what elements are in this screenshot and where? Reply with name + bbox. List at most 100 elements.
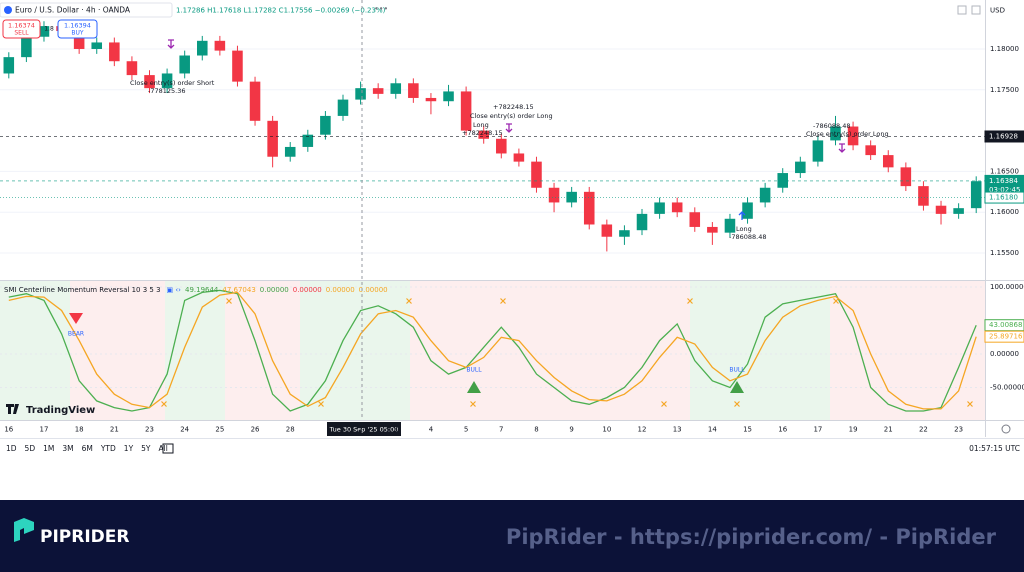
- sell-price: 1.16374: [8, 22, 35, 30]
- indicator-icons: ▣ ‹›: [167, 286, 182, 294]
- bull-zone: [300, 281, 410, 420]
- candle-body: [865, 145, 876, 156]
- spread: 1.8: [44, 26, 54, 33]
- footer-banner: [0, 500, 1024, 572]
- price-tag: [984, 191, 1024, 204]
- indicator-value: 0.00000: [326, 286, 355, 294]
- candle-body: [355, 88, 366, 100]
- price-tag: [984, 130, 1024, 143]
- axis-settings[interactable]: [1001, 424, 1011, 434]
- range-button[interactable]: 1M: [43, 444, 54, 453]
- cross-markers: [161, 298, 973, 407]
- more-button[interactable]: •••: [374, 5, 388, 14]
- candle-body: [496, 138, 507, 154]
- price-tag-label: 1.16928: [989, 132, 1018, 140]
- price-tag-timer: 03:02:45: [989, 186, 1020, 194]
- candle-body: [671, 202, 683, 213]
- bull-signal: [730, 381, 744, 393]
- x-tick-label: 15: [743, 426, 752, 434]
- last-value-label: 43.00868: [989, 321, 1022, 329]
- currency[interactable]: USD: [990, 7, 1005, 15]
- y-tick-label: 0.00000: [990, 350, 1019, 358]
- range-button[interactable]: 5D: [25, 444, 36, 453]
- trade-annotations: Close entry(s) order Short -778125.36 +7…: [130, 39, 889, 241]
- x-tick-label: 16: [4, 426, 13, 434]
- brand-name: PIPRIDER: [40, 527, 129, 547]
- y-tick-label: 100.00000: [990, 283, 1024, 291]
- candle-body: [707, 226, 718, 233]
- cross-marker: [470, 401, 476, 407]
- indicator-value: 0.00000: [359, 286, 388, 294]
- candle-body: [953, 208, 964, 214]
- candle-body: [179, 55, 190, 74]
- candle-body: [284, 146, 296, 157]
- symbol-box[interactable]: [0, 2, 173, 18]
- cross-marker: [318, 401, 324, 407]
- price-tag-label: 1.16180: [989, 194, 1018, 202]
- range-button[interactable]: 6M: [82, 444, 93, 453]
- cross-marker: [226, 298, 232, 304]
- x-tick-label: 10: [602, 426, 611, 434]
- candle-body: [601, 224, 613, 237]
- x-tick-label: 28: [286, 426, 295, 434]
- last-value-tag: [984, 330, 1024, 343]
- x-tick-label: 8: [534, 426, 538, 434]
- range-button[interactable]: 1D: [6, 444, 17, 453]
- annotation: -778125.36: [148, 87, 186, 95]
- range-button[interactable]: 3M: [62, 444, 73, 453]
- crosshair-label: Tue 30 Sep '25 05:00: [329, 426, 399, 434]
- indicator-line: [8, 291, 977, 410]
- last-value-label: 25.89716: [989, 333, 1023, 341]
- candle-body: [759, 187, 771, 203]
- price-tag-label: 1.16384: [989, 177, 1018, 185]
- settings-icon[interactable]: [971, 5, 981, 15]
- range-button[interactable]: YTD: [100, 444, 116, 453]
- annotation: Close entry(s) order Long: [470, 112, 553, 120]
- y-tick-label: 1.16000: [990, 208, 1019, 216]
- clock: 01:57:15 UTC: [969, 444, 1020, 453]
- range-button[interactable]: 1Y: [124, 444, 134, 453]
- candle-body: [91, 42, 103, 49]
- window-icon[interactable]: [957, 5, 967, 15]
- calendar-icon[interactable]: [162, 443, 174, 454]
- x-tick-label: 16: [778, 426, 787, 434]
- x-tick-label: 9: [569, 426, 573, 434]
- bear-zone: [830, 281, 985, 420]
- candle-body: [513, 153, 525, 162]
- tradingview-logo: [6, 404, 19, 414]
- candle-body: [548, 187, 560, 203]
- x-tick-label: 14: [708, 426, 717, 434]
- indicator-value: 0.00000: [260, 286, 289, 294]
- footer-text: PipRider - https://piprider.com/ - PipRi…: [506, 525, 997, 549]
- x-tick-label: 7: [499, 426, 503, 434]
- buy-price: 1.16394: [64, 22, 91, 30]
- buy-button[interactable]: [57, 19, 98, 39]
- toolbar: 1D 5D 1M 3M 6M YTD 1Y 5Y All: [6, 444, 168, 453]
- candle-body: [654, 202, 665, 214]
- indicator-value: 49.19644: [185, 286, 219, 294]
- sell-label: SELL: [14, 30, 29, 37]
- candle-body: [847, 126, 859, 146]
- sell-button[interactable]: [2, 19, 41, 39]
- symbol-title[interactable]: Euro / U.S. Dollar · 4h · OANDA: [15, 6, 131, 15]
- x-tick-label: 21: [110, 426, 119, 434]
- x-tick-label: 25: [215, 426, 224, 434]
- signal-label: BULL: [466, 367, 482, 374]
- candle-body: [144, 75, 155, 89]
- indicator-value: 0.00000: [293, 286, 322, 294]
- x-tick-label: 17: [40, 426, 49, 434]
- y-tick-label: 1.16500: [990, 167, 1019, 175]
- x-tick-label: 21: [884, 426, 893, 434]
- candle-body: [970, 181, 982, 209]
- bear-signal: [69, 313, 83, 324]
- x-tick-label: 4: [429, 426, 434, 434]
- candle-body: [900, 167, 912, 187]
- annotation: Close entry(s) order Long: [806, 130, 889, 138]
- x-tick-label: 26: [251, 426, 260, 434]
- candle-body: [109, 42, 120, 62]
- close-arrow: [838, 143, 846, 153]
- range-button[interactable]: 5Y: [141, 444, 151, 453]
- signal-label: BULL: [729, 367, 745, 374]
- candle-body: [21, 36, 32, 58]
